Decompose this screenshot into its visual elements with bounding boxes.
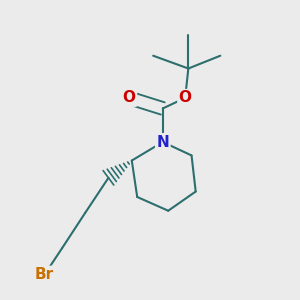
Text: N: N <box>156 134 169 149</box>
Text: O: O <box>179 90 192 105</box>
Text: Br: Br <box>35 267 54 282</box>
Text: O: O <box>123 90 136 105</box>
